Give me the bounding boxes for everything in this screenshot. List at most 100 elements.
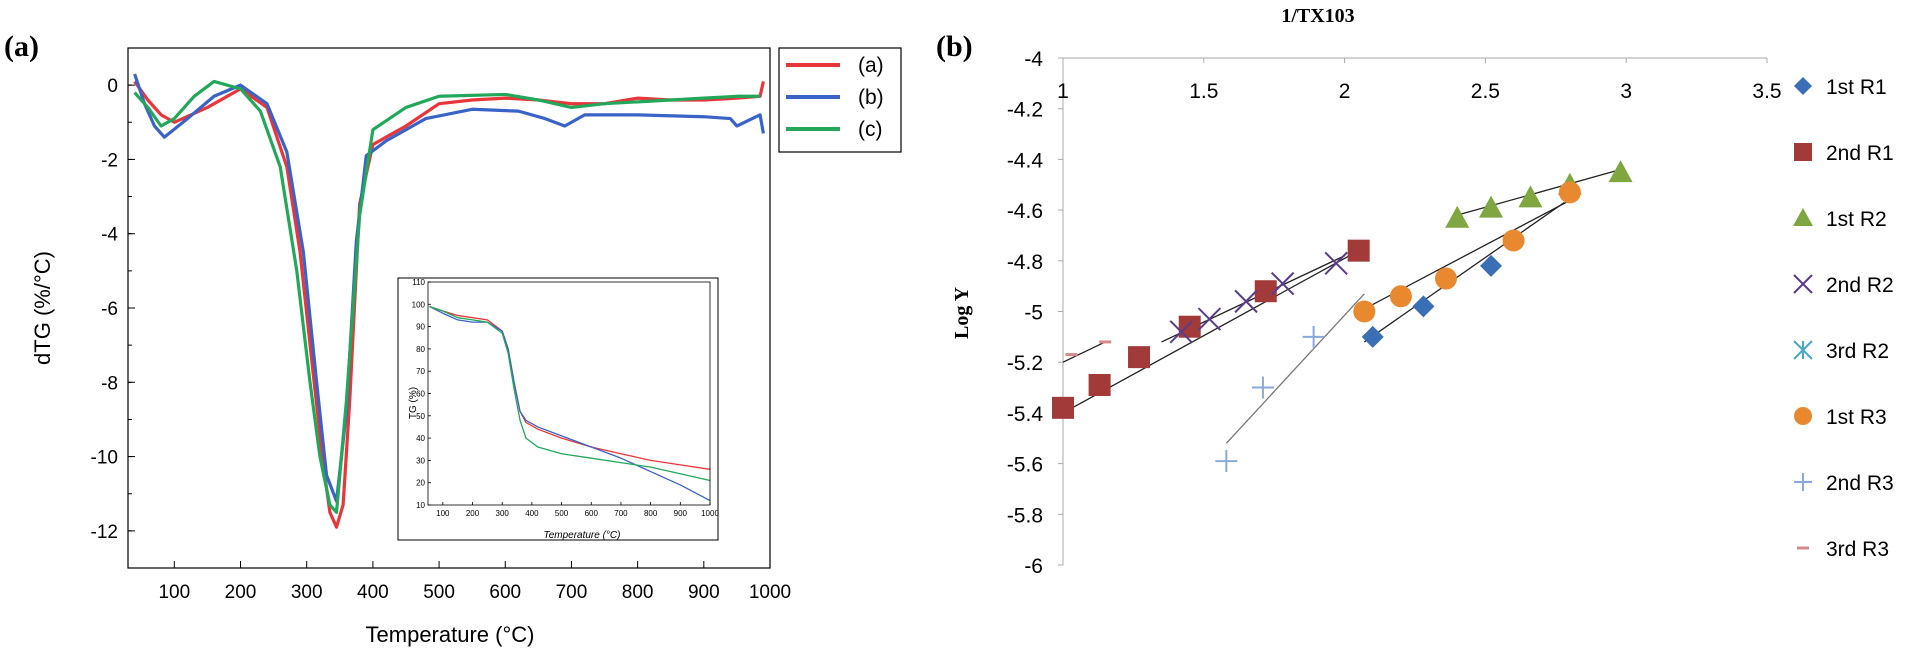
log-y-point-square [1088, 374, 1111, 397]
log-y-y-tick-label: -5.4 [1007, 403, 1044, 426]
tg-x-ticks: 100 200 300 400 500 600 700 800 900 1000 [436, 502, 719, 518]
dtg-x-tick-label: 400 [357, 582, 389, 603]
tg-y-tick-label: 10 [416, 501, 425, 510]
log-y-fit-line-2 [1062, 250, 1359, 414]
log-y-legend: 1st R1 2nd R1 1st R2 2nd R2 3rd R2 1st R3 2nd … [1793, 76, 1894, 561]
dtg-y-tick-label: -6 [101, 299, 118, 320]
log-y-fit-lines [1062, 168, 1621, 444]
tg-x-axis-label: Temperature (°C) [544, 530, 621, 541]
log-y-point-x [1169, 320, 1193, 344]
dtg-x-tick-label: 100 [158, 582, 190, 603]
tg-x-tick-label: 600 [585, 509, 599, 518]
log-y-point-x [1197, 307, 1222, 331]
log-y-point-plus [1302, 325, 1325, 348]
dtg-y-tick-label: -8 [101, 373, 118, 394]
log-y-point-x [1234, 289, 1258, 314]
tg-y-tick-label: 90 [416, 323, 425, 332]
dtg-legend: (a) (b) (c) [778, 47, 902, 153]
dtg-y-ticks: 0 -2 -4 -6 -8 -10 -12 [91, 47, 135, 569]
tg-y-ticks: 10 20 30 40 50 60 70 80 90 100 110 [412, 278, 431, 510]
log-y-legend-label: 1st R1 [1826, 76, 1887, 99]
log-y-legend-label: 3rd R3 [1826, 538, 1889, 561]
log-y-y-tick-label: -4.2 [1007, 99, 1043, 122]
log-y-point-triangle [1479, 195, 1504, 218]
log-y-y-tick-label: -5.6 [1007, 454, 1043, 477]
log-y-y-tick-label: -4 [1024, 48, 1043, 71]
tg-plot-area [427, 281, 711, 506]
tg-y-tick-label: 80 [416, 345, 425, 354]
log-y-legend-marker-square [1794, 143, 1812, 161]
log-y-x-tick-label: 1 [1057, 80, 1069, 103]
log-y-point-triangle [1518, 185, 1543, 208]
tg-x-tick-label: 900 [674, 509, 688, 518]
tg-y-tick-label: 100 [412, 300, 426, 309]
dtg-y-tick-label: -12 [91, 522, 118, 543]
dtg-y-tick-label: -2 [101, 150, 118, 171]
tg-series-lines [429, 305, 711, 502]
tg-x-tick-label: 500 [555, 509, 569, 518]
panel-b-label: (b) [936, 30, 973, 63]
dtg-x-tick-label: 300 [291, 582, 323, 603]
log-y-legend-label: 2nd R1 [1826, 142, 1894, 165]
dtg-x-tick-label: 700 [556, 582, 588, 603]
dtg-chart: 0-2-4-6-8-10-12 100 200 300 400 500 600 700 800… [30, 47, 902, 647]
dtg-x-tick-label: 1000 [749, 582, 791, 603]
tg-x-tick-label: 100 [436, 509, 450, 518]
log-y-fit-line-3 [1457, 168, 1621, 216]
tg-inset-chart: 10 20 30 40 50 60 70 80 90 100 110 100 200 300 400 500… [397, 277, 719, 541]
log-y-legend-marker-triangle [1793, 208, 1813, 226]
log-y-y-ticks: -4 -4.2 -4.4 -4.6 -4.8 -5 -5.2 -5.4 -5.6 -5.8 -6 [1007, 48, 1063, 578]
log-y-point-circle [1502, 229, 1525, 252]
log-y-legend-label: 1st R3 [1826, 406, 1887, 429]
tg-y-tick-label: 70 [416, 367, 425, 376]
log-y-point-circle [1558, 181, 1581, 204]
log-y-legend-marker-asterisk [1793, 340, 1813, 360]
log-y-legend-label: 2nd R3 [1826, 472, 1894, 495]
log-y-y-tick-label: -4.6 [1007, 200, 1043, 223]
log-y-legend-marker-x [1793, 274, 1813, 294]
log-y-x-tick-label: 3 [1620, 80, 1632, 103]
tg-x-tick-label: 700 [614, 509, 628, 518]
tg-y-tick-label: 50 [416, 412, 425, 421]
log-y-x-axis-label: 1/TX103 [1281, 5, 1354, 27]
log-y-legend-label: 3rd R2 [1826, 340, 1889, 363]
log-y-x-tick-label: 3.5 [1752, 80, 1781, 103]
tg-series-line-3 [429, 305, 711, 482]
log-y-point-circle [1434, 267, 1457, 290]
log-y-point-triangle [1445, 205, 1470, 228]
log-y-y-tick-label: -4.4 [1007, 149, 1044, 172]
log-y-fit-line-7 [1225, 293, 1365, 444]
log-y-point-plus [1215, 450, 1238, 473]
log-y-point-square [1254, 280, 1277, 303]
log-y-point-x [1270, 271, 1295, 296]
log-y-fit-line-1 [1363, 201, 1565, 343]
dtg-series-lines [133, 73, 765, 529]
log-y-legend-label: 2nd R2 [1826, 274, 1894, 297]
log-y-y-tick-label: -4.8 [1007, 251, 1043, 274]
dtg-x-axis-label: Temperature (°C) [366, 622, 535, 647]
dtg-y-axis-label: dTG (%/°C) [30, 251, 55, 365]
log-y-point-square [1178, 315, 1201, 338]
dtg-x-tick-label: 200 [225, 582, 257, 603]
dtg-x-tick-label: 900 [688, 582, 720, 603]
tg-y-tick-label: 110 [412, 278, 425, 287]
panel-a-label: (a) [4, 30, 39, 63]
log-y-x-ticks: 1 1.5 2 2.5 3 3.5 [1057, 58, 1782, 103]
tg-x-tick-label: 200 [466, 509, 480, 518]
log-y-legend-marker-circle [1794, 407, 1812, 425]
log-y-y-tick-label: -5.8 [1007, 504, 1043, 527]
log-y-y-axis-label: Log Y [951, 286, 973, 339]
dtg-y-tick-label: -4 [101, 225, 118, 246]
tg-y-tick-label: 20 [416, 479, 425, 488]
dtg-legend-label: (a) [858, 54, 884, 77]
dtg-x-tick-label: 800 [622, 582, 654, 603]
tg-x-tick-label: 1000 [701, 509, 719, 518]
tg-inset-frame [397, 277, 719, 541]
tg-x-tick-label: 400 [525, 509, 539, 518]
log-y-x-tick-label: 2 [1339, 80, 1351, 103]
dtg-legend-label: (c) [858, 118, 883, 141]
log-y-point-diamond [1361, 325, 1384, 348]
log-y-data-points [1052, 160, 1633, 473]
log-y-legend-marker-plus [1794, 473, 1812, 491]
